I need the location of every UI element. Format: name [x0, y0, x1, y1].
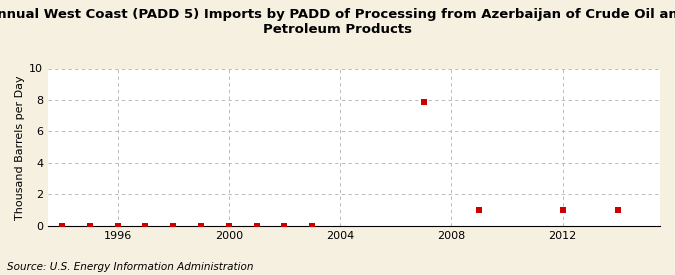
Point: [168, 224, 179, 228]
Y-axis label: Thousand Barrels per Day: Thousand Barrels per Day: [15, 75, 25, 219]
Point: [558, 208, 568, 212]
Point: [307, 224, 318, 228]
Point: [418, 99, 429, 104]
Point: [223, 224, 234, 228]
Point: [279, 224, 290, 228]
Point: [613, 208, 624, 212]
Point: [474, 208, 485, 212]
Point: [112, 224, 123, 228]
Point: [140, 224, 151, 228]
Text: Annual West Coast (PADD 5) Imports by PADD of Processing from Azerbaijan of Crud: Annual West Coast (PADD 5) Imports by PA…: [0, 8, 675, 36]
Point: [29, 224, 40, 228]
Point: [251, 224, 262, 228]
Point: [57, 224, 68, 228]
Point: [196, 224, 207, 228]
Point: [84, 224, 95, 228]
Text: Source: U.S. Energy Information Administration: Source: U.S. Energy Information Administ…: [7, 262, 253, 272]
